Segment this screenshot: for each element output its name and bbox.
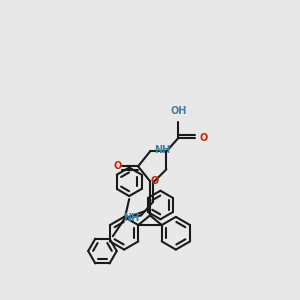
Text: NH: NH xyxy=(154,145,171,155)
Text: NH: NH xyxy=(123,213,140,223)
Text: O: O xyxy=(199,133,207,143)
Text: O: O xyxy=(150,176,159,186)
Text: OH: OH xyxy=(170,106,186,116)
Text: O: O xyxy=(113,161,122,171)
